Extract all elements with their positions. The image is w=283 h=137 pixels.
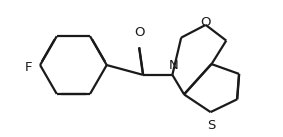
Text: O: O: [200, 16, 211, 29]
Text: O: O: [134, 26, 144, 39]
Text: F: F: [25, 61, 32, 74]
Text: N: N: [168, 59, 178, 72]
Text: S: S: [207, 119, 216, 132]
